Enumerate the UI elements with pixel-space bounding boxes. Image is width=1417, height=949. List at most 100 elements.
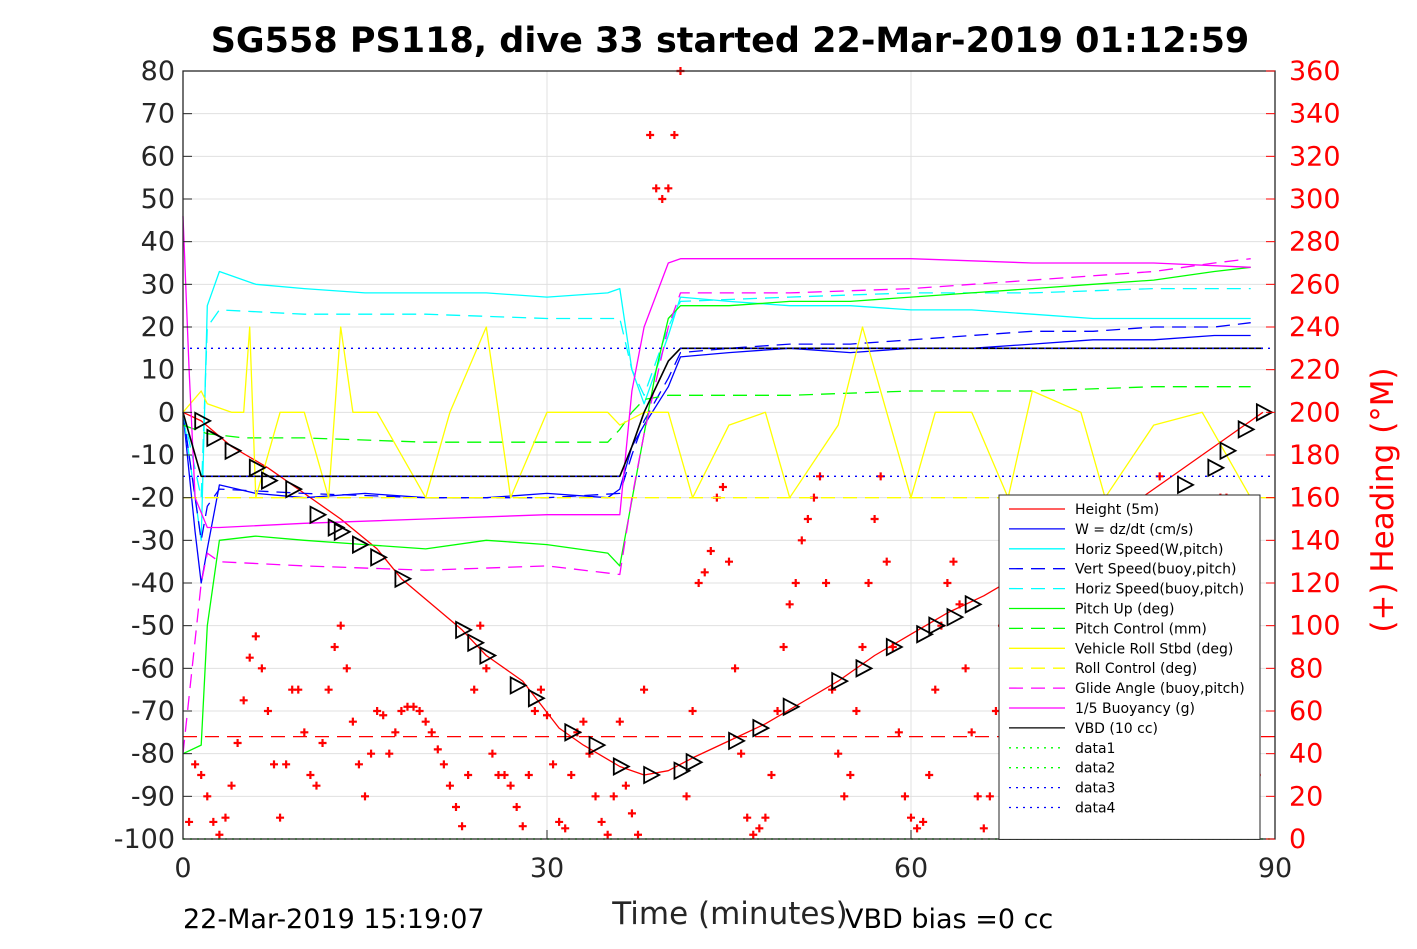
heading-point: [852, 707, 861, 715]
heading-point: [870, 515, 879, 523]
heading-point: [439, 760, 448, 769]
heading-point: [834, 749, 843, 758]
heading-point: [658, 195, 667, 203]
legend-label-roll-control-deg: Roll Control (deg): [1075, 661, 1197, 677]
heading-point: [743, 813, 752, 822]
right-tick-label: 160: [1289, 483, 1341, 514]
heading-point: [306, 771, 315, 779]
y-tick-label: -10: [131, 440, 175, 471]
heading-point: [864, 579, 873, 587]
heading-point: [227, 781, 236, 790]
heading-point: [354, 760, 363, 769]
triangle-marker: [855, 658, 874, 678]
heading-point: [718, 483, 727, 491]
triangle-marker: [946, 607, 965, 627]
heading-point: [318, 739, 327, 747]
heading-point: [967, 728, 976, 737]
heading-point: [609, 792, 618, 801]
triangle-marker: [261, 471, 279, 491]
right-tick-label: 300: [1289, 184, 1341, 215]
legend-label-pitch-control-mm: Pitch Control (mm): [1075, 621, 1207, 637]
heading-point: [597, 817, 606, 826]
right-tick-label: 0: [1289, 824, 1306, 855]
triangle-marker: [1255, 402, 1274, 422]
heading-point: [731, 664, 740, 673]
triangle-marker: [964, 594, 983, 614]
heading-point: [191, 760, 200, 769]
heading-point: [257, 664, 266, 673]
series-line-horiz-speed-buoy-pitch: [182, 287, 1251, 499]
heading-point: [500, 771, 509, 779]
right-tick-label: 320: [1289, 141, 1341, 172]
right-axis-label: (+) Heading (°M): [1365, 367, 1401, 632]
right-tick-label: 260: [1289, 269, 1341, 300]
legend-label-data1: data1: [1075, 741, 1115, 757]
right-tick-label: 220: [1289, 355, 1341, 386]
heading-point: [773, 707, 782, 715]
triangle-marker: [206, 428, 225, 448]
heading-point: [979, 824, 988, 833]
x-axis-label: Time (minutes): [611, 896, 847, 932]
right-tick-label: 120: [1289, 568, 1341, 599]
legend-label-pitch-up-deg: Pitch Up (deg): [1075, 602, 1174, 618]
heading-point: [536, 685, 545, 694]
heading-point: [688, 707, 697, 715]
legend-label-1-5-buoyancy-g: 1/5 Buoyancy (g): [1075, 701, 1195, 717]
heading-point: [670, 131, 679, 139]
heading-point: [646, 131, 655, 139]
heading-point: [627, 809, 636, 818]
heading-point: [385, 749, 394, 758]
heading-point: [324, 685, 333, 694]
heading-point: [640, 685, 649, 694]
right-tick-label: 360: [1289, 56, 1341, 87]
triangle-marker: [327, 518, 346, 538]
heading-point: [840, 792, 849, 801]
series-line-pitch-control-mm: [182, 386, 1251, 443]
heading-point: [755, 824, 764, 833]
heading-point: [373, 707, 382, 715]
triangle-marker: [728, 731, 746, 751]
heading-point: [591, 792, 600, 801]
legend-label-vehicle-roll-stbd-deg: Vehicle Roll Stbd (deg): [1075, 641, 1233, 657]
heading-point: [694, 579, 703, 587]
heading-point: [846, 771, 855, 779]
triangle-marker: [643, 765, 662, 785]
triangle-marker: [467, 633, 486, 653]
triangle-marker: [285, 479, 304, 499]
heading-point: [797, 536, 806, 545]
y-tick-label: 60: [141, 141, 175, 172]
triangle-marker: [370, 547, 389, 567]
y-tick-label: -50: [131, 611, 175, 642]
heading-point: [512, 803, 521, 811]
heading-point: [397, 707, 406, 715]
right-tick-label: 200: [1289, 397, 1341, 428]
heading-point: [185, 817, 194, 826]
y-tick-label: 20: [141, 312, 175, 343]
heading-point: [682, 792, 691, 801]
legend-label-glide-angle-buoy-pitch: Glide Angle (buoy,pitch): [1075, 681, 1245, 697]
heading-point: [761, 813, 770, 822]
heading-point: [767, 771, 776, 779]
legend-box: [998, 494, 1261, 840]
heading-point: [785, 600, 794, 609]
heading-point: [445, 781, 454, 790]
series-line-vbd-10-cc: [182, 347, 1263, 478]
triangle-marker: [564, 722, 583, 742]
triangle-marker: [194, 411, 213, 431]
heading-point: [221, 813, 230, 822]
legend-label-data2: data2: [1075, 761, 1115, 777]
y-tick-label: 40: [141, 227, 175, 258]
triangle-marker: [916, 624, 935, 644]
heading-point: [555, 817, 564, 826]
triangle-marker: [224, 441, 243, 461]
right-tick-label: 20: [1289, 781, 1323, 812]
heading-point: [652, 184, 661, 193]
triangle-marker: [455, 620, 473, 640]
heading-point: [700, 568, 709, 577]
heading-point: [913, 824, 922, 833]
triangle-marker: [333, 522, 352, 542]
triangle-marker: [928, 616, 947, 636]
heading-point: [421, 717, 430, 726]
triangle-marker: [831, 671, 850, 691]
